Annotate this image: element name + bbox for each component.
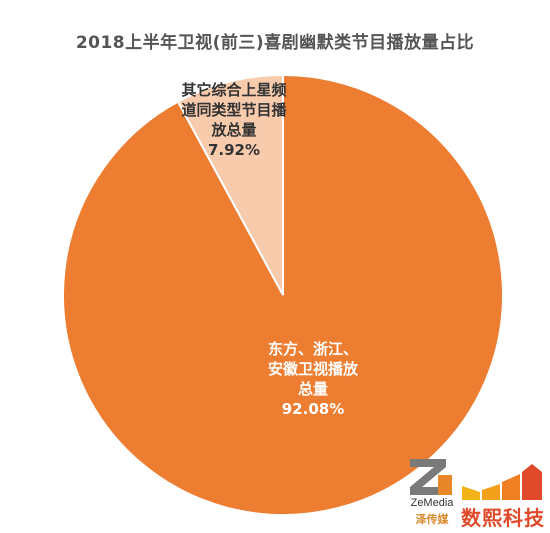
shuxi-bars-icon — [462, 464, 542, 500]
slice-label-line: 总量 — [297, 380, 328, 398]
zemedia-logo: ZeMedia 泽传媒 — [402, 457, 462, 527]
slice-label-line: 其它综合上星频 — [181, 81, 287, 99]
shuxi-name: 数熙科技 — [461, 506, 545, 530]
shuxi-logo: 数熙科技 — [458, 460, 548, 530]
slice-label-value: 7.92% — [207, 141, 261, 159]
slice-label-line: 放总量 — [211, 121, 257, 139]
zemedia-cn-name: 泽传媒 — [415, 513, 449, 526]
slice-label-other: 其它综合上星频 道同类型节目播 放总量 7.92% — [180, 80, 288, 160]
slice-label-main: 东方、浙江、 安徽卫视播放 总量 92.08% — [240, 339, 386, 419]
zemedia-z-icon — [410, 459, 452, 495]
slice-label-line: 道同类型节目播 — [181, 101, 287, 119]
slice-label-line: 安徽卫视播放 — [267, 360, 358, 378]
chart-title: 2018上半年卫视(前三)喜剧幽默类节目播放量占比 — [75, 33, 475, 53]
zemedia-name: ZeMedia — [410, 497, 454, 509]
pie-slice-other — [176, 73, 284, 296]
slice-label-value: 92.08% — [281, 400, 345, 418]
slice-label-line: 东方、浙江、 — [267, 340, 358, 358]
